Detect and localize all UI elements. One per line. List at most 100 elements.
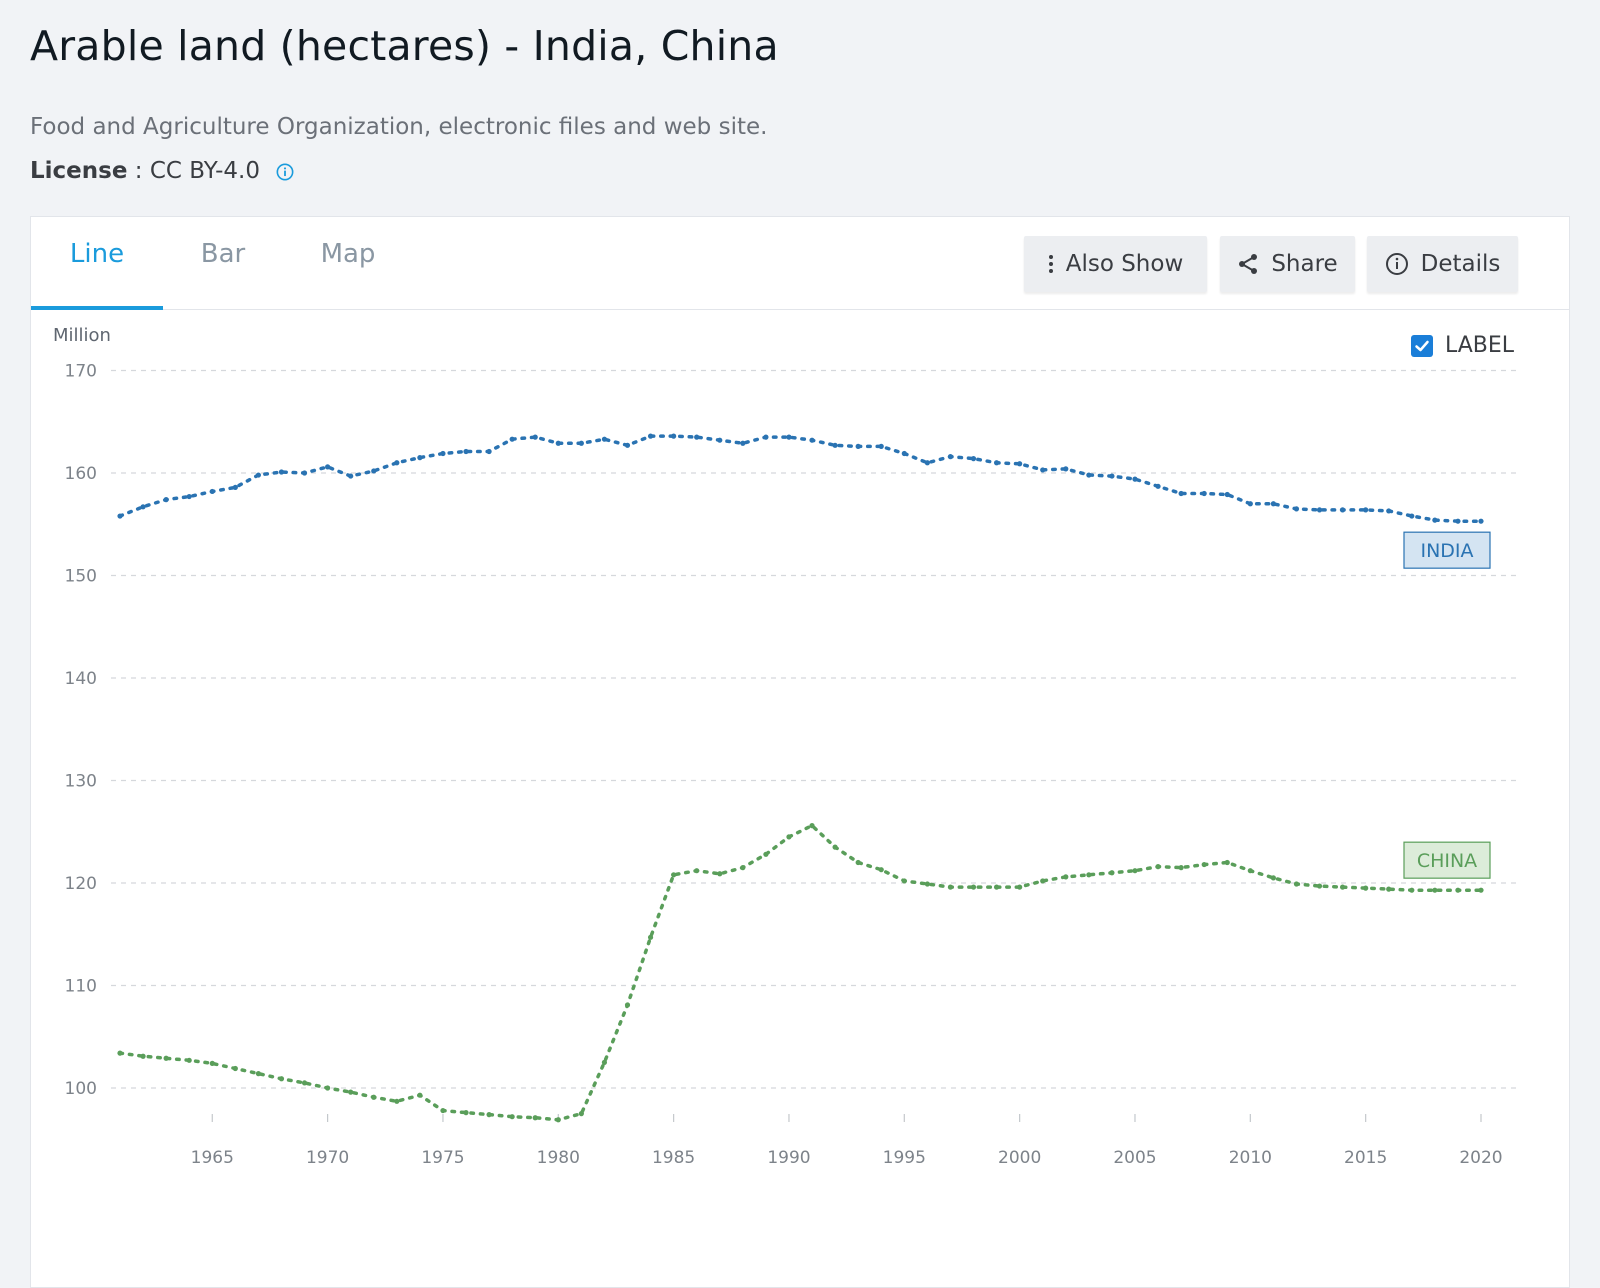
data-point-india: [348, 473, 354, 479]
data-point-india: [555, 440, 561, 446]
grid-layer: [111, 369, 1519, 1089]
data-point-china: [1339, 884, 1346, 890]
data-point-china: [1247, 868, 1253, 874]
tab-line[interactable]: Line: [31, 239, 163, 310]
share-button[interactable]: Share: [1220, 236, 1355, 292]
x-tick-label: 1980: [537, 1148, 580, 1168]
data-point-china: [993, 884, 1000, 890]
data-point-china: [486, 1112, 492, 1118]
tab-bar-chart[interactable]: Bar: [181, 239, 265, 309]
series-line-china: [118, 823, 1483, 1122]
x-tick-label: 1975: [421, 1148, 464, 1168]
also-show-button[interactable]: Also Show: [1024, 236, 1207, 292]
data-point-china: [601, 1059, 608, 1065]
info-icon[interactable]: [276, 162, 294, 181]
data-point-india: [717, 437, 723, 443]
y-tick-label: 120: [65, 874, 97, 894]
y-tick-label: 170: [65, 362, 97, 382]
data-point-china: [555, 1117, 561, 1123]
y-tick-label: 130: [65, 772, 97, 792]
y-tick-label: 150: [65, 567, 97, 587]
data-point-india: [763, 434, 769, 440]
data-point-china: [1109, 870, 1115, 876]
data-point-china: [1224, 859, 1230, 866]
data-point-india: [1063, 466, 1069, 472]
x-tick-label: 1970: [306, 1148, 349, 1168]
data-point-china: [578, 1111, 584, 1117]
details-button[interactable]: Details: [1367, 236, 1518, 292]
data-point-china: [740, 865, 746, 871]
data-point-india: [1201, 490, 1207, 497]
x-tick-label: 2015: [1344, 1148, 1387, 1168]
data-point-india: [232, 484, 238, 490]
x-tick-label: 1990: [767, 1148, 810, 1168]
y-tick-label: 100: [65, 1079, 97, 1099]
tab-map-label: Map: [320, 239, 376, 269]
label-toggle[interactable]: LABEL: [1411, 333, 1514, 358]
data-point-china: [694, 868, 700, 874]
series-label-china: CHINA: [1417, 850, 1477, 872]
data-point-china: [1293, 881, 1300, 887]
data-point-india: [578, 440, 584, 446]
data-point-china: [186, 1057, 192, 1063]
data-point-india: [1247, 501, 1253, 507]
data-point-india: [947, 454, 954, 460]
data-point-china: [163, 1055, 169, 1061]
data-point-india: [740, 440, 746, 446]
label-checkbox[interactable]: [1411, 334, 1433, 357]
details-label: Details: [1420, 251, 1501, 277]
data-point-china: [786, 834, 792, 840]
data-point-india: [671, 433, 677, 439]
data-point-india: [694, 434, 700, 440]
data-point-china: [509, 1114, 515, 1120]
license-line: License : CC BY-4.0: [30, 158, 294, 184]
data-point-china: [809, 823, 815, 829]
data-point-china: [140, 1053, 146, 1059]
x-tick-label: 2010: [1229, 1148, 1272, 1168]
data-point-china: [417, 1092, 423, 1098]
axis-layer: Million 100 110 120 130 140 150 160 170 1965 1970 1…: [53, 325, 1503, 1168]
data-point-china: [1409, 887, 1415, 893]
x-tick-label: 1965: [191, 1148, 234, 1168]
data-point-india: [1086, 472, 1092, 478]
data-point-india: [993, 460, 1000, 466]
x-tick-label: 2005: [1113, 1148, 1156, 1168]
data-point-china: [1063, 874, 1069, 880]
data-point-india: [163, 497, 169, 503]
x-tick-label: 2000: [998, 1148, 1041, 1168]
data-point-india: [1224, 491, 1230, 498]
data-point-china: [924, 881, 930, 887]
data-point-india: [486, 448, 492, 455]
data-point-china: [440, 1107, 446, 1114]
data-point-india: [532, 434, 538, 440]
data-point-china: [1432, 887, 1438, 893]
data-point-india: [970, 456, 977, 462]
data-point-china: [301, 1080, 308, 1086]
line-chart: Million 100 110 120 130 140 150 160 170 1965 1970 1…: [53, 325, 1519, 1168]
data-point-india: [924, 460, 930, 466]
data-point-india: [1178, 490, 1184, 497]
data-point-china: [624, 1002, 631, 1008]
data-point-india: [255, 472, 262, 478]
data-point-china: [325, 1085, 331, 1091]
data-point-india: [1316, 507, 1323, 513]
data-point-india: [209, 488, 215, 495]
data-point-china: [463, 1110, 469, 1116]
info-circle-icon: [1385, 253, 1408, 275]
source-text: Food and Agriculture Organization, elect…: [30, 114, 768, 140]
data-point-china: [671, 872, 677, 878]
label-toggle-text: LABEL: [1445, 333, 1515, 358]
data-point-china: [1316, 883, 1323, 889]
page-title: Arable land (hectares) - India, China: [30, 22, 779, 70]
data-point-china: [348, 1089, 354, 1095]
data-point-india: [1270, 501, 1276, 507]
data-point-india: [463, 448, 469, 455]
data-point-india: [1478, 518, 1484, 524]
data-point-india: [601, 436, 608, 442]
y-tick-label: 110: [65, 977, 97, 997]
data-point-china: [1455, 887, 1461, 893]
data-point-india: [832, 442, 838, 448]
series-line-india: [118, 434, 1483, 523]
data-point-india: [394, 460, 400, 466]
tab-map[interactable]: Map: [301, 239, 395, 309]
